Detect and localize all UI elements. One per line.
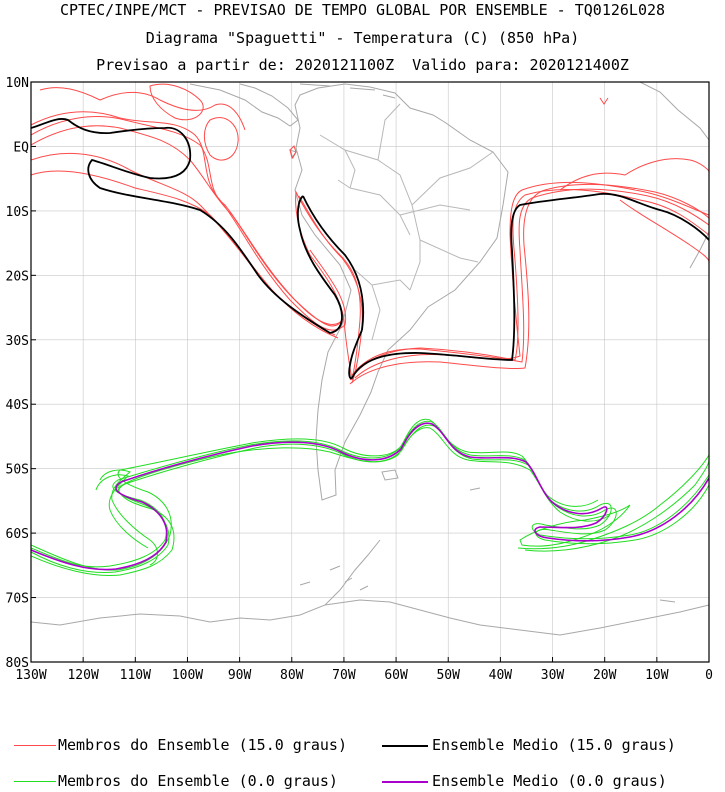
member-15-small-patch (599, 97, 609, 105)
member-15-south-atlantic (349, 189, 709, 381)
south-georgia (469, 487, 481, 491)
chart-subtitle: Diagrama "Spaguetti" - Temperatura (C) (… (145, 29, 580, 47)
member-15-africa-east (619, 199, 709, 263)
antarctica-coast (31, 599, 709, 636)
member-0-south-atlantic-loop (519, 504, 631, 547)
country-borders (319, 103, 494, 341)
lon-tick-label: 90W (228, 668, 252, 683)
central-america-coast (189, 83, 299, 127)
legend-swatch-mean-15 (382, 745, 428, 747)
spaghetti-map: 10N EQ 10S 20S 30S 40S 50S 60S 70S 80S 130W 120W 11… (6, 76, 713, 683)
legend-swatch-members-15 (14, 745, 56, 746)
member-0-southern (31, 427, 611, 577)
legend-members-0: Membros do Ensemble (0.0 graus) (58, 772, 338, 790)
weddell-islands (299, 565, 676, 603)
lat-tick-label: 30S (6, 334, 29, 349)
lat-tick-label: 40S (6, 398, 29, 413)
member-15-pacific-north (31, 116, 343, 327)
lon-tick-label: 0 (705, 668, 713, 683)
falkland-islands (381, 469, 399, 481)
member-0-south-atlantic-loop (517, 454, 709, 550)
member-15-andes-tongue (298, 195, 363, 384)
legend-mean-0: Ensemble Medio (0.0 graus) (432, 772, 667, 790)
coastlines (31, 82, 709, 636)
lon-tick-label: 50W (436, 668, 460, 683)
legend-members-15: Membros do Ensemble (15.0 graus) (58, 736, 347, 754)
legend-swatch-members-0 (14, 781, 56, 782)
lon-tick-label: 40W (489, 668, 513, 683)
lon-tick-label: 130W (15, 668, 46, 683)
lon-tick-label: 110W (120, 668, 151, 683)
lat-tick-label: EQ (13, 140, 29, 155)
lon-tick-label: 20W (593, 668, 617, 683)
axis-ticks (30, 81, 710, 663)
lat-tick-label: 50S (6, 463, 29, 478)
member-15-pacific-loops (149, 83, 204, 121)
south-america-coast (294, 83, 509, 501)
mean-15-andes (302, 195, 365, 331)
africa-coast (639, 82, 709, 269)
mean-15-atlantic (348, 192, 709, 380)
member-15-south-atlantic (351, 188, 709, 376)
member-15-pacific-north (31, 170, 339, 339)
member-0-southern (95, 474, 149, 549)
legend-swatch-mean-0 (382, 781, 428, 783)
lon-tick-label: 100W (172, 668, 203, 683)
member-15-andes-tongue (295, 190, 361, 381)
mean-0-contour (31, 422, 709, 571)
mean-15-pacific (31, 118, 343, 334)
members-15-contours (31, 83, 709, 385)
member-0-south-atlantic-loop (524, 459, 709, 552)
lon-tick-label: 120W (67, 668, 98, 683)
member-15-pacific-loops (203, 117, 239, 161)
member-15-south-atlantic (349, 183, 709, 385)
mean-0-southern (31, 422, 709, 571)
lat-tick-label: 20S (6, 269, 29, 284)
member-15-pacific-loops (39, 87, 246, 131)
antarctic-peninsula (269, 539, 381, 621)
member-0-southern (31, 418, 599, 571)
latitude-labels: 10N EQ 10S 20S 30S 40S 50S 60S 70S 80S (6, 76, 30, 671)
member-15-small-patch (289, 145, 297, 160)
lat-tick-label: 80S (6, 656, 29, 671)
mean-15-contour (31, 118, 709, 380)
lat-tick-label: 60S (6, 527, 29, 542)
lon-tick-label: 30W (541, 668, 565, 683)
member-0-southern (99, 469, 158, 566)
lon-tick-label: 10W (645, 668, 669, 683)
lat-tick-label: 70S (6, 592, 29, 607)
member-15-africa-east (559, 158, 709, 191)
legend-mean-15: Ensemble Medio (15.0 graus) (432, 736, 676, 754)
lon-tick-label: 60W (384, 668, 408, 683)
plot-frame (30, 81, 710, 663)
lat-tick-label: 10N (6, 76, 29, 91)
member-15-pacific-north (31, 125, 345, 325)
chart-title: CPTEC/INPE/MCT - PREVISAO DE TEMPO GLOBA… (59, 1, 666, 19)
forecast-times: Previsao a partir de: 2020121100Z Valido… (96, 56, 629, 74)
lon-tick-label: 80W (280, 668, 304, 683)
caribbean-islands (299, 83, 396, 99)
longitude-labels: 130W 120W 110W 100W 90W 80W 70W 60W 50W 40W 30W 20W… (15, 668, 713, 683)
map-grid (31, 82, 709, 662)
lat-tick-label: 10S (6, 205, 29, 220)
member-0-southern (31, 420, 709, 568)
lon-tick-label: 70W (332, 668, 356, 683)
